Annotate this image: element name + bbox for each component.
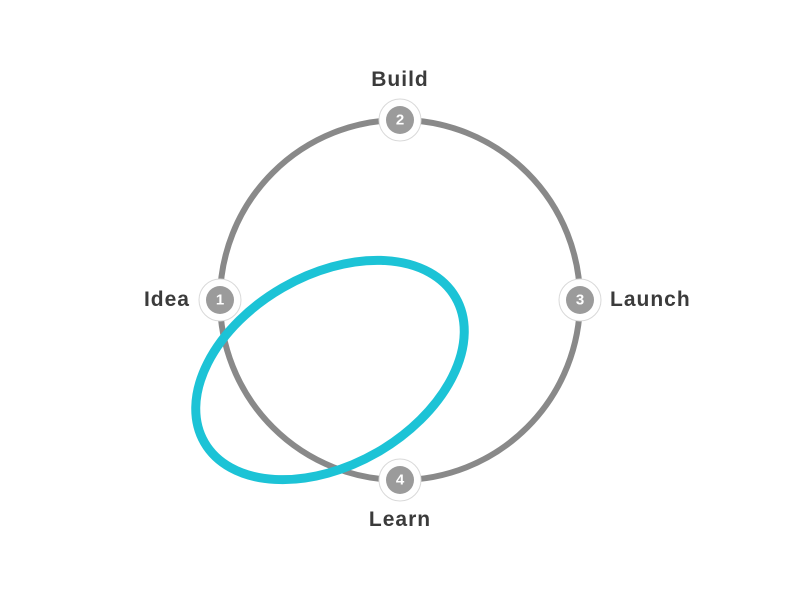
- outer-cycle-ring: [220, 120, 580, 480]
- node-number: 4: [396, 472, 405, 489]
- node-number: 2: [396, 112, 404, 129]
- node-label: Learn: [369, 508, 431, 531]
- node-build: 2 Build: [371, 68, 429, 141]
- node-learn: 4 Learn: [369, 459, 431, 531]
- node-label: Idea: [144, 288, 190, 311]
- node-number: 1: [216, 292, 224, 309]
- node-number: 3: [576, 292, 584, 309]
- inner-feedback-loop: [157, 215, 503, 525]
- node-label: Launch: [610, 288, 691, 311]
- node-label: Build: [371, 68, 429, 91]
- node-launch: 3 Launch: [559, 279, 691, 321]
- cycle-diagram: 1 Idea 2 Build 3 Launch 4 Learn: [0, 0, 800, 600]
- node-idea: 1 Idea: [144, 279, 241, 321]
